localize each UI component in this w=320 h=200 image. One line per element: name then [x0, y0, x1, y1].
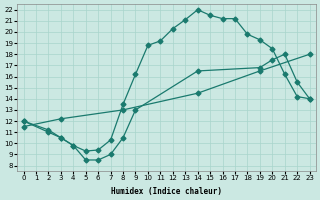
X-axis label: Humidex (Indice chaleur): Humidex (Indice chaleur) — [111, 187, 222, 196]
